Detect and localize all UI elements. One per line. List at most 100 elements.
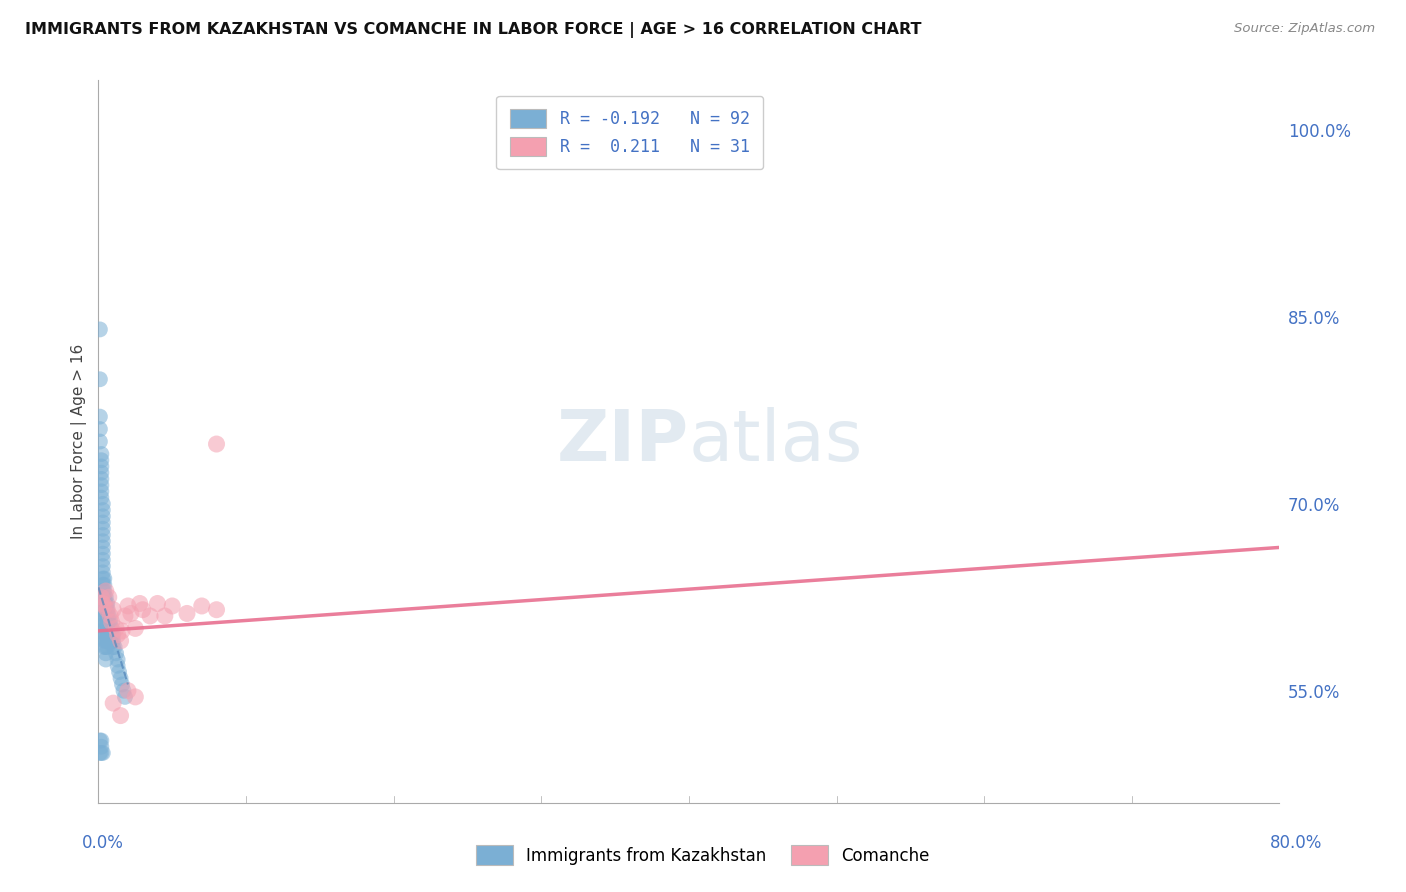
Point: [205, 437, 228, 451]
Point: [91, 522, 114, 536]
Point: [146, 597, 169, 611]
Point: [91, 528, 114, 542]
Point: [93, 572, 115, 586]
Text: Source: ZipAtlas.com: Source: ZipAtlas.com: [1234, 22, 1375, 36]
Point: [94, 621, 117, 635]
Point: [94, 627, 117, 641]
Point: [96, 609, 118, 624]
Point: [97, 627, 120, 641]
Point: [103, 696, 125, 710]
Point: [91, 553, 114, 567]
Point: [90, 746, 112, 760]
Point: [108, 665, 131, 679]
Text: ZIP: ZIP: [557, 407, 689, 476]
Point: [97, 615, 120, 630]
Point: [90, 447, 112, 461]
Point: [97, 609, 120, 624]
Point: [96, 615, 118, 630]
Point: [94, 615, 117, 630]
Point: [94, 603, 117, 617]
Point: [153, 609, 176, 624]
Point: [117, 683, 139, 698]
Point: [103, 640, 125, 654]
Point: [93, 591, 115, 605]
Point: [98, 615, 121, 630]
Point: [110, 633, 132, 648]
Point: [93, 627, 115, 641]
Point: [104, 640, 127, 654]
Point: [162, 599, 183, 613]
Point: [98, 627, 121, 641]
Point: [103, 633, 125, 648]
Point: [132, 603, 155, 617]
Point: [105, 621, 128, 635]
Point: [205, 603, 228, 617]
Point: [90, 472, 112, 486]
Point: [91, 597, 114, 611]
Point: [120, 607, 142, 621]
Point: [105, 646, 128, 660]
Point: [91, 509, 114, 524]
Point: [98, 621, 121, 635]
Point: [107, 627, 129, 641]
Point: [90, 459, 112, 474]
Point: [103, 627, 125, 641]
Point: [112, 683, 135, 698]
Point: [90, 739, 112, 754]
Point: [93, 603, 115, 617]
Point: [93, 584, 115, 599]
Point: [90, 484, 112, 499]
Point: [94, 597, 117, 611]
Point: [93, 633, 115, 648]
Point: [90, 466, 112, 480]
Point: [111, 624, 134, 638]
Point: [111, 677, 134, 691]
Point: [91, 559, 114, 574]
Point: [89, 434, 111, 449]
Text: 0.0%: 0.0%: [82, 834, 124, 852]
Point: [91, 584, 114, 599]
Text: 80.0%: 80.0%: [1270, 834, 1323, 852]
Point: [96, 640, 118, 654]
Point: [94, 646, 117, 660]
Point: [98, 633, 121, 648]
Point: [93, 609, 115, 624]
Point: [176, 607, 198, 621]
Point: [139, 609, 162, 624]
Point: [94, 609, 117, 624]
Point: [90, 453, 112, 467]
Point: [91, 597, 114, 611]
Point: [91, 572, 114, 586]
Point: [89, 746, 111, 760]
Point: [91, 578, 114, 592]
Legend: R = -0.192   N = 92, R =  0.211   N = 31: R = -0.192 N = 92, R = 0.211 N = 31: [496, 95, 763, 169]
Point: [91, 497, 114, 511]
Point: [100, 627, 122, 641]
Point: [90, 491, 112, 505]
Point: [124, 690, 146, 704]
Point: [100, 633, 122, 648]
Point: [117, 599, 139, 613]
Point: [90, 591, 112, 605]
Point: [96, 627, 118, 641]
Legend: Immigrants from Kazakhstan, Comanche: Immigrants from Kazakhstan, Comanche: [468, 837, 938, 873]
Point: [100, 621, 122, 635]
Point: [110, 708, 132, 723]
Point: [110, 671, 132, 685]
Point: [89, 422, 111, 436]
Point: [97, 633, 120, 648]
Point: [191, 599, 214, 613]
Point: [91, 541, 114, 555]
Point: [91, 591, 114, 605]
Point: [96, 603, 118, 617]
Point: [91, 503, 114, 517]
Text: IMMIGRANTS FROM KAZAKHSTAN VS COMANCHE IN LABOR FORCE | AGE > 16 CORRELATION CHA: IMMIGRANTS FROM KAZAKHSTAN VS COMANCHE I…: [25, 22, 922, 38]
Point: [91, 516, 114, 530]
Point: [114, 609, 136, 624]
Point: [93, 640, 115, 654]
Text: atlas: atlas: [689, 407, 863, 476]
Point: [90, 733, 112, 747]
Point: [91, 566, 114, 580]
Point: [96, 597, 118, 611]
Point: [89, 322, 111, 336]
